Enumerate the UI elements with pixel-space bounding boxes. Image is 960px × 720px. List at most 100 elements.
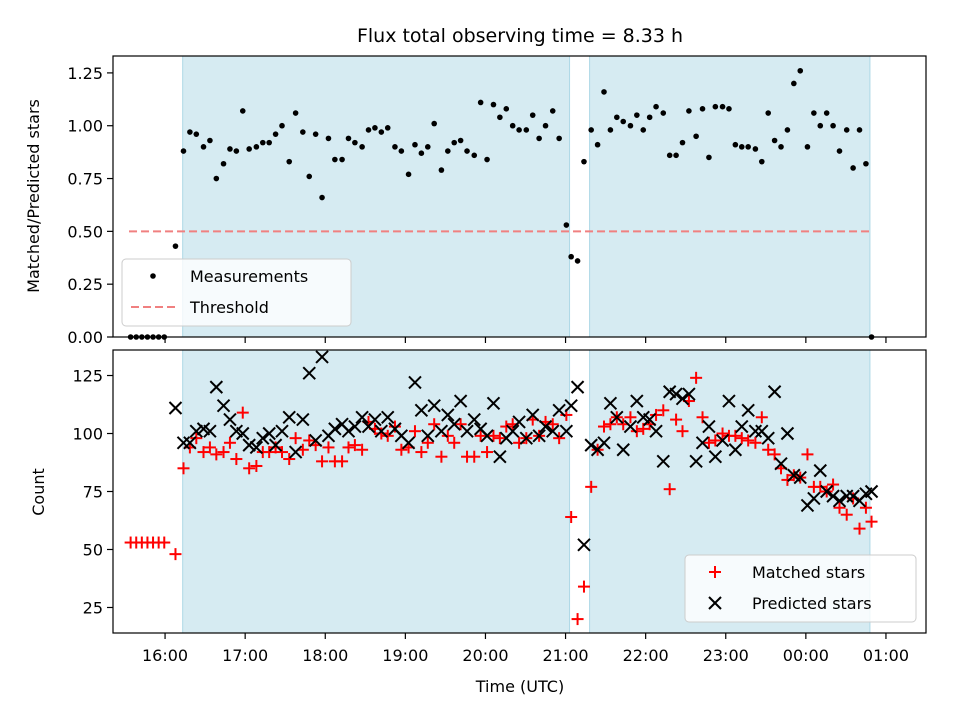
measurement-point	[574, 258, 581, 264]
predicted-star-point	[183, 436, 197, 450]
top-y-ticks: 0.00 0.25 0.50 0.75 1.00 1.25	[67, 64, 113, 347]
bottom-y-axis-label: Count	[29, 468, 48, 516]
predicted-star-point	[505, 424, 520, 438]
x-tick-label: 18:00	[302, 646, 348, 665]
predicted-star-point	[355, 410, 369, 424]
measurement-point	[172, 243, 179, 249]
predicted-star-point	[296, 412, 310, 427]
matched-star-point	[513, 436, 526, 449]
predicted-star-point	[216, 398, 231, 413]
predicted-star-point	[570, 380, 585, 394]
measurement-point	[804, 144, 811, 150]
measurement-point	[392, 144, 398, 150]
matched-star-point	[190, 432, 203, 445]
predicted-star-point	[401, 436, 416, 450]
predicted-star-point	[826, 489, 840, 503]
predicted-star-point	[460, 424, 474, 438]
predicted-star-point	[722, 394, 736, 408]
measurement-point	[549, 108, 556, 114]
measurement-point	[666, 152, 673, 159]
measurement-point	[836, 148, 843, 154]
predicted-star-point	[249, 440, 264, 455]
predicted-star-point	[715, 433, 730, 448]
measurement-point	[738, 144, 745, 150]
matched-star-point	[749, 436, 762, 449]
measurement-point	[378, 129, 385, 135]
measurement-point	[484, 156, 490, 163]
measurement-point	[445, 148, 451, 154]
matched-star-point	[375, 427, 388, 440]
predicted-star-point	[767, 385, 782, 399]
predicted-star-point	[832, 494, 847, 508]
measurement-point	[830, 122, 836, 129]
top-axes-frame	[112, 55, 927, 338]
predicted-star-point	[275, 424, 289, 438]
bottom-y-tick-label: 50	[83, 540, 103, 559]
predicted-star-point	[368, 412, 382, 427]
bottom-shaded-interval-0	[182, 349, 571, 634]
measurement-point	[246, 146, 252, 152]
matched-star-point	[348, 439, 361, 452]
measurement-point	[726, 106, 732, 112]
measurement-point	[339, 156, 345, 163]
ratio-panel: 0.00 0.25 0.50 0.75 1.00 1.25 Matched/Predict…	[24, 55, 927, 347]
matched-star-point	[833, 501, 846, 514]
matched-star-point	[853, 522, 866, 535]
matched-star-point	[415, 446, 428, 459]
predicted-legend-label: Predicted stars	[752, 594, 872, 613]
predicted-star-point	[623, 419, 638, 434]
matched-star-point	[210, 448, 223, 461]
predicted-star-point	[748, 424, 763, 438]
predicted-star-point	[819, 484, 834, 499]
measurement-point	[843, 127, 850, 133]
matched-star-point	[276, 446, 289, 459]
measurement-point	[765, 110, 772, 116]
measurement-point	[227, 146, 233, 152]
measurement-point	[516, 127, 522, 133]
predicted-star-point	[793, 470, 807, 485]
threshold-legend-label: Threshold	[189, 298, 269, 317]
measurement-point	[213, 175, 220, 182]
measurement-point	[405, 171, 412, 178]
measurement-point	[503, 106, 510, 112]
matched-star-point	[676, 425, 689, 438]
top-y-tick-label: 0.25	[67, 275, 103, 294]
measurement-point	[693, 133, 699, 140]
bottom-y-tick-label: 125	[72, 367, 103, 386]
measurement-point	[752, 146, 759, 152]
matched-star-point	[177, 462, 190, 475]
matched-star-point	[408, 425, 421, 438]
measurement-point	[424, 144, 431, 150]
top-shaded-interval-1	[589, 55, 871, 338]
measurement-point	[620, 118, 627, 125]
matched-star-point	[474, 429, 487, 442]
matched-star-point	[395, 443, 408, 456]
measurement-point	[398, 148, 405, 154]
matched-star-point	[702, 436, 715, 449]
matched-star-point	[197, 446, 210, 459]
measurement-point	[563, 222, 570, 228]
measurement-point	[568, 253, 574, 260]
measurement-point	[233, 148, 240, 154]
predicted-star-point	[708, 449, 723, 464]
matched-star-point	[322, 441, 335, 454]
predicted-star-point	[675, 392, 690, 406]
matched-star-point	[230, 453, 243, 466]
measurement-point	[471, 152, 478, 159]
measurement-point	[594, 141, 601, 148]
measurement-point	[686, 108, 692, 114]
matched-star-point	[336, 455, 349, 468]
matched-star-point	[663, 483, 676, 496]
predicted-star-point	[480, 429, 494, 443]
predicted-star-point	[559, 424, 574, 438]
matched-star-point	[553, 432, 566, 445]
predicted-star-point	[414, 403, 429, 418]
matched-star-point	[859, 501, 872, 514]
predicted-star-point	[807, 491, 821, 506]
measurement-point	[464, 148, 470, 154]
predicted-star-point	[761, 431, 775, 445]
measurement-point	[771, 137, 778, 144]
measurement-point	[581, 158, 587, 165]
predicted-stars-series	[168, 350, 879, 552]
